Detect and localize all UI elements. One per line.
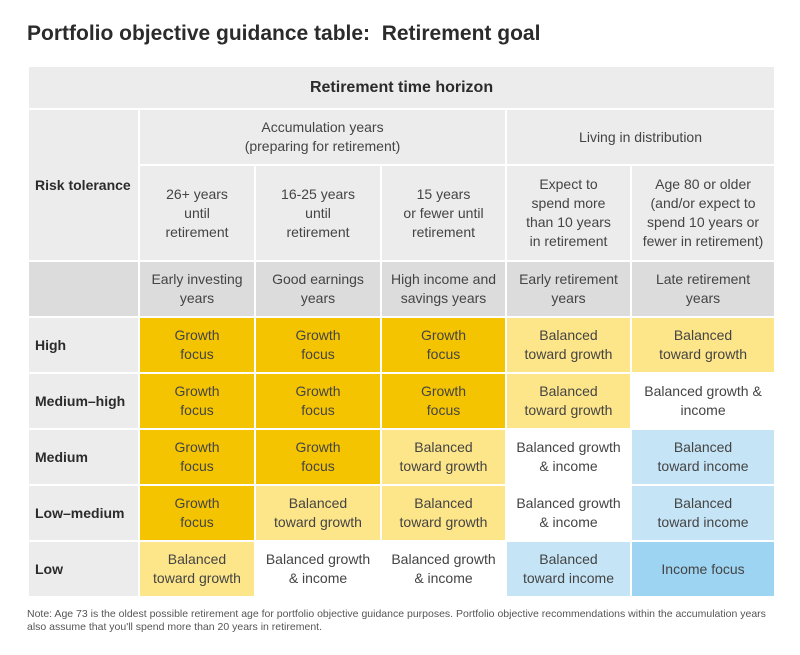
guidance-cell: Balanced toward growth [505,372,632,430]
guidance-cell: Balanced growth & income [629,372,777,430]
accumulation-years-header: Accumulation years (preparing for retire… [138,108,507,166]
horizon-header-3: 15 years or fewer until retirement [380,164,507,262]
guidance-cell: Balanced toward growth [380,428,507,486]
guidance-cell: Balanced toward growth [505,316,632,374]
table-row: Medium Growth focus Growth focus Balance… [27,428,777,486]
risk-label: Low–medium [27,484,140,542]
stage-header-blank [27,260,140,318]
horizon-header-1: 26+ years until retirement [138,164,256,262]
risk-label: High [27,316,140,374]
guidance-cell: Growth focus [138,372,256,430]
guidance-cell: Balanced growth & income [505,484,632,542]
risk-tolerance-header: Risk tolerance [27,108,140,262]
risk-label: Low [27,540,140,598]
stage-header-1: Early investing years [138,260,256,318]
guidance-cell: Balanced toward growth [380,484,507,542]
guidance-cell: Growth focus [138,316,256,374]
guidance-cell: Balanced toward income [629,484,777,542]
living-in-distribution-header: Living in distribution [504,108,777,166]
stage-header-3: High income and savings years [380,260,507,318]
table-row: High Growth focus Growth focus Growth fo… [27,316,777,374]
guidance-cell: Balanced toward income [629,428,777,486]
guidance-cell: Growth focus [138,428,256,486]
stage-header-2: Good earnings years [254,260,382,318]
guidance-cell: Growth focus [138,484,256,542]
risk-label: Medium [27,428,140,486]
guidance-cell: Balanced growth & income [254,540,382,598]
guidance-cell: Growth focus [380,316,507,374]
guidance-cell: Growth focus [254,428,382,486]
guidance-cell: Income focus [629,540,777,598]
footnote: Note: Age 73 is the oldest possible reti… [27,608,766,633]
guidance-cell: Balanced growth & income [505,428,632,486]
guidance-cell: Balanced toward income [505,540,632,598]
stage-header-4: Early retirement years [505,260,632,318]
guidance-cell: Growth focus [254,316,382,374]
horizon-header-2: 16-25 years until retirement [254,164,382,262]
guidance-cell: Growth focus [254,372,382,430]
risk-label: Medium–high [27,372,140,430]
guidance-cell: Balanced toward growth [629,316,777,374]
guidance-cell: Balanced toward growth [254,484,382,542]
page-title: Portfolio objective guidance table: Reti… [27,22,541,45]
retirement-time-horizon-header: Retirement time horizon [26,65,777,110]
guidance-cell: Balanced growth & income [380,540,507,598]
table-row: Medium–high Growth focus Growth focus Gr… [27,372,777,430]
stage-header-5: Late retirement years [629,260,777,318]
horizon-header-4: Expect to spend more than 10 years in re… [505,164,632,262]
horizon-header-5: Age 80 or older (and/or expect to spend … [629,164,777,262]
guidance-cell: Growth focus [380,372,507,430]
table-row: Low Balanced toward growth Balanced grow… [27,540,777,598]
guidance-cell: Balanced toward growth [138,540,256,598]
table-row: Low–medium Growth focus Balanced toward … [27,484,777,542]
guidance-table: Retirement time horizon Risk tolerance A… [26,65,777,598]
